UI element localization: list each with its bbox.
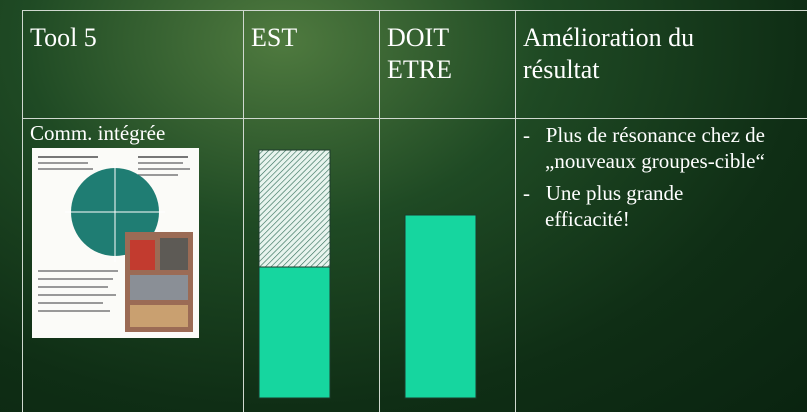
bullet-list: Plus de résonance chez de „nouveaux grou…: [523, 122, 768, 238]
bullet: Une plus grande efficacité!: [523, 180, 768, 232]
doit-etre-bar: [405, 215, 476, 398]
thumbnail: [32, 148, 199, 338]
est-bar: [259, 267, 330, 398]
bullet: Plus de résonance chez de „nouveaux grou…: [523, 122, 768, 174]
est-bar-potential: [259, 150, 330, 267]
slide: Tool 5 EST DOIT ETRE Amélioration du rés…: [0, 0, 807, 412]
